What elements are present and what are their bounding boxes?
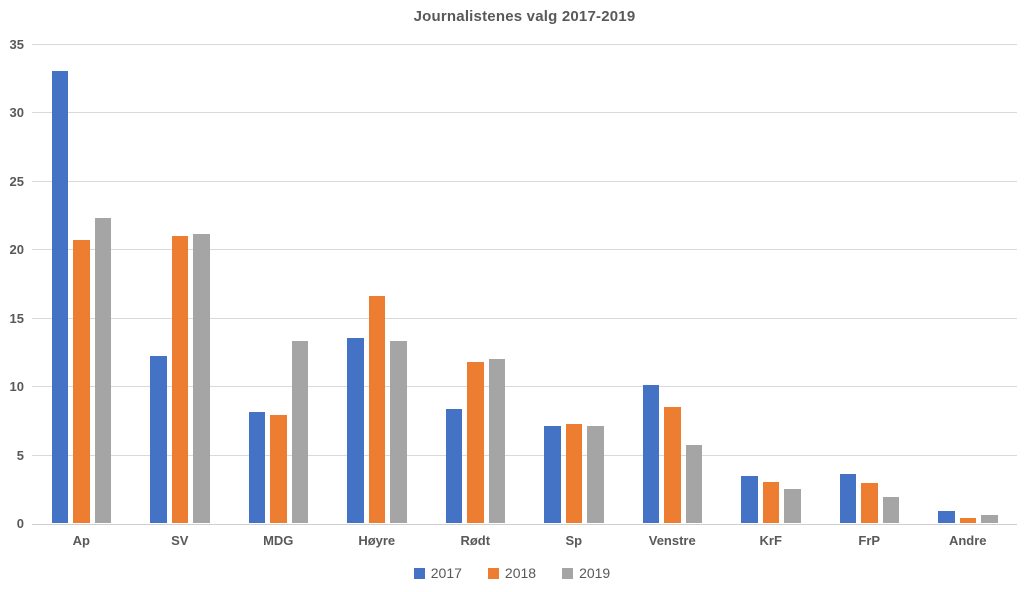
gridline [32, 112, 1017, 114]
bar-2018-frp [861, 483, 878, 523]
x-axis-label-høyre: Høyre [358, 533, 396, 548]
x-axis-label-sv: SV [171, 533, 189, 548]
bar-2017-krf [741, 476, 758, 523]
bar-2019-andre [981, 514, 998, 523]
x-axis-label-rødt: Rødt [460, 533, 491, 548]
legend-label: 2017 [430, 565, 462, 581]
x-axis-label-frp: FrP [858, 533, 881, 548]
y-axis-tick-label: 30 [9, 105, 24, 121]
gridline [32, 44, 1017, 45]
bar-2017-venstre [642, 384, 659, 523]
bar-2018-andre [959, 517, 976, 523]
x-axis-label-andre: Andre [948, 533, 987, 548]
bar-2018-sv [171, 235, 188, 523]
bar-2019-sv [193, 234, 210, 523]
bar-2018-høyre [368, 295, 385, 523]
bar-2018-sp [565, 424, 582, 523]
x-axis-label-ap: Ap [72, 533, 90, 548]
gridline [32, 317, 1017, 319]
chart-title: Journalistenes valg 2017-2019 [413, 8, 636, 25]
legend-swatch-2017 [413, 567, 425, 579]
bar-2019-rødt [488, 358, 505, 523]
y-axis-tick-label: 35 [9, 37, 24, 52]
bar-2018-mdg [270, 414, 287, 523]
x-axis-label-sp: Sp [565, 533, 583, 548]
bar-2018-rødt [467, 361, 484, 523]
y-axis-tick-label: 15 [9, 310, 24, 326]
bar-2017-sv [150, 356, 167, 523]
bar-2019-krf [784, 488, 801, 523]
plot-area [32, 44, 1017, 525]
bar-2019-venstre [685, 445, 702, 523]
y-axis-tick-label: 20 [9, 242, 24, 258]
y-axis-tick-label: 10 [9, 379, 24, 395]
bar-2019-sp [587, 425, 604, 523]
bar-2019-frp [882, 497, 899, 523]
y-axis-tick-label: 25 [9, 173, 24, 189]
bar-2017-sp [544, 425, 561, 523]
legend-label: 2018 [504, 565, 537, 581]
bar-2019-ap [94, 217, 111, 523]
gridline [32, 454, 1017, 456]
x-axis-label-mdg: MDG [263, 533, 294, 548]
bar-2019-høyre [390, 340, 407, 523]
bar-2017-ap [51, 71, 68, 523]
legend-label: 2019 [579, 565, 611, 581]
legend-item-2019: 2019 [562, 565, 610, 581]
bar-2017-mdg [248, 412, 265, 523]
bar-2017-andre [938, 510, 955, 523]
y-axis-tick-label: 0 [16, 516, 24, 531]
bar-2017-rødt [445, 409, 462, 523]
bar-2018-krf [762, 481, 779, 523]
bar-2017-høyre [347, 338, 364, 523]
x-axis-line [32, 524, 1017, 525]
legend: 2017 2018 2019 [0, 565, 1024, 581]
bar-2018-ap [73, 239, 90, 523]
gridline [32, 386, 1017, 388]
legend-swatch-2018 [487, 567, 499, 579]
legend-item-2017: 2017 [413, 565, 462, 581]
gridline [32, 249, 1017, 251]
x-axis-label-krf: KrF [759, 533, 782, 548]
x-axis-label-venstre: Venstre [648, 533, 696, 548]
gridline [32, 180, 1017, 182]
legend-item-2018: 2018 [487, 565, 537, 581]
legend-swatch-2019 [562, 567, 574, 579]
bar-2017-frp [839, 473, 856, 523]
bar-2018-venstre [664, 406, 681, 523]
bar-2019-mdg [291, 340, 308, 523]
y-axis-tick-label: 5 [16, 447, 24, 463]
